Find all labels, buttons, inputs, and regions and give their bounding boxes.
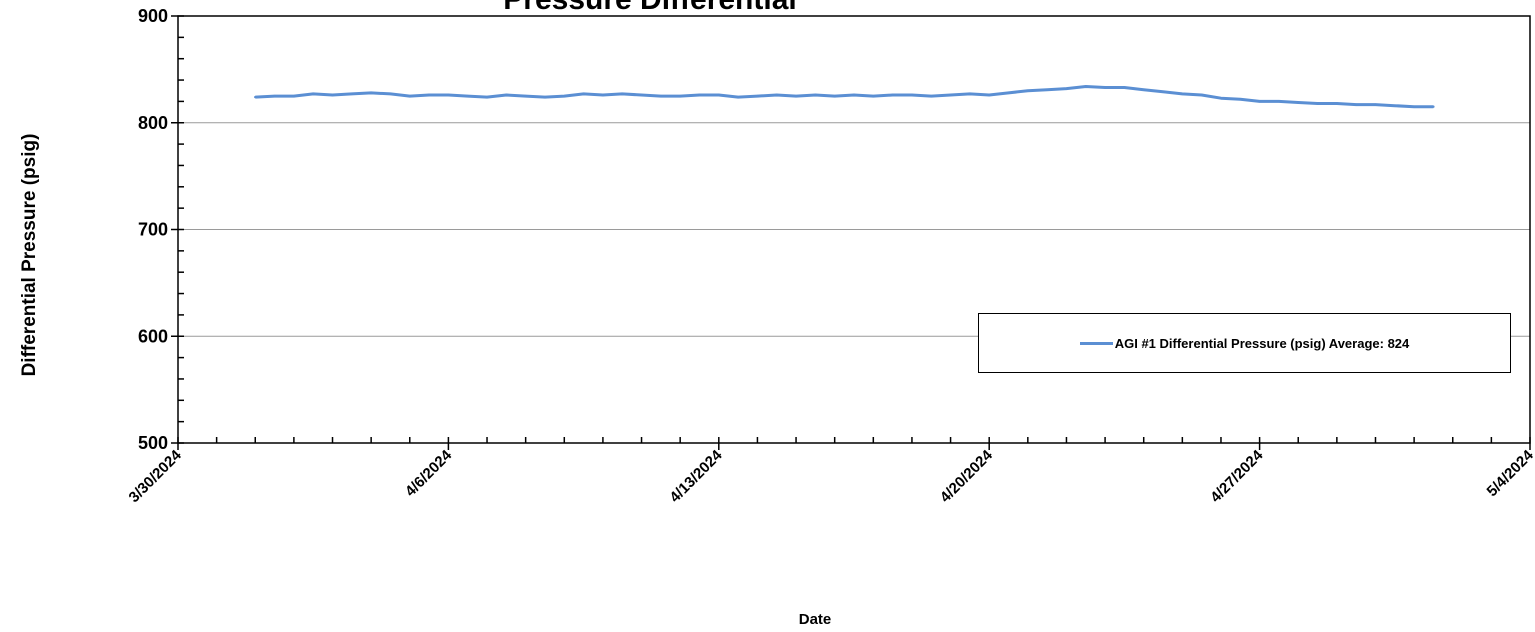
y-tick-label: 800 bbox=[138, 113, 168, 133]
data-point bbox=[254, 95, 257, 99]
data-point bbox=[427, 93, 431, 97]
chart-title: Pressure Differential bbox=[330, 0, 970, 17]
x-axis-label: Date bbox=[798, 611, 832, 628]
series-layer bbox=[254, 85, 1435, 109]
y-tick-label: 700 bbox=[138, 220, 168, 240]
data-point bbox=[505, 93, 508, 97]
data-point bbox=[872, 94, 875, 98]
data-point bbox=[273, 94, 276, 98]
data-point bbox=[1161, 90, 1165, 94]
data-point bbox=[1335, 102, 1339, 105]
legend-swatch bbox=[1079, 341, 1113, 345]
legend-label: AGI #1 Differential Pressure (psig) Aver… bbox=[1114, 335, 1410, 351]
data-point bbox=[408, 94, 411, 98]
data-point bbox=[292, 94, 296, 98]
data-point bbox=[949, 93, 952, 97]
data-point bbox=[331, 93, 334, 97]
data-point bbox=[1219, 97, 1223, 100]
x-tick-label: 4/6/2024 bbox=[402, 446, 456, 500]
y-tick-label: 500 bbox=[138, 433, 168, 453]
data-point bbox=[485, 95, 489, 99]
data-point bbox=[775, 93, 778, 97]
x-tick-label: 4/13/2024 bbox=[666, 446, 726, 506]
data-point bbox=[1181, 92, 1184, 96]
series-line bbox=[255, 85, 1434, 109]
y-axis-label: Differential Pressure (psig) bbox=[19, 133, 40, 377]
data-point bbox=[1297, 101, 1300, 104]
data-point bbox=[736, 95, 740, 99]
data-point bbox=[1142, 88, 1145, 91]
data-point bbox=[833, 94, 836, 98]
data-point bbox=[640, 93, 643, 97]
data-point bbox=[1084, 85, 1088, 88]
x-tick-label: 3/30/2024 bbox=[126, 446, 186, 506]
data-point bbox=[621, 92, 624, 96]
data-point bbox=[659, 94, 663, 98]
data-point bbox=[1065, 87, 1068, 90]
data-point bbox=[1374, 103, 1377, 106]
data-point bbox=[717, 93, 720, 97]
data-point bbox=[582, 92, 585, 96]
data-point bbox=[910, 93, 914, 97]
data-point bbox=[369, 91, 373, 95]
legend: AGI #1 Differential Pressure (psig) Aver… bbox=[978, 313, 1511, 373]
y-tick-label: 900 bbox=[138, 6, 168, 26]
data-point bbox=[794, 94, 798, 98]
x-tick-label: 4/20/2024 bbox=[937, 446, 997, 506]
x-tick-label: 4/27/2024 bbox=[1207, 446, 1267, 506]
data-point bbox=[988, 93, 991, 97]
data-point bbox=[543, 95, 547, 99]
x-tick-labels: 3/30/2024 4/6/2024 4/13/2024 4/20/2024 4/27/… bbox=[126, 446, 1535, 506]
data-point bbox=[698, 93, 701, 97]
data-point bbox=[601, 93, 605, 97]
data-point bbox=[1258, 100, 1261, 103]
data-point bbox=[389, 92, 392, 96]
data-point bbox=[1239, 98, 1242, 101]
data-point bbox=[1432, 105, 1435, 108]
data-point bbox=[1045, 88, 1049, 91]
data-point bbox=[1316, 102, 1319, 105]
data-point bbox=[1200, 93, 1203, 97]
y-tick-labels: 500 600 700 800 900 bbox=[138, 6, 168, 453]
data-point bbox=[563, 94, 566, 98]
data-point bbox=[312, 92, 315, 96]
data-point bbox=[968, 92, 972, 96]
data-point bbox=[1103, 86, 1107, 89]
data-point bbox=[1123, 86, 1126, 89]
data-point bbox=[852, 93, 856, 97]
data-point bbox=[814, 93, 817, 97]
data-point bbox=[1412, 105, 1416, 108]
x-tick-label: 5/4/2024 bbox=[1484, 446, 1535, 500]
data-point bbox=[679, 94, 682, 98]
data-point bbox=[466, 94, 469, 98]
data-point bbox=[1026, 89, 1030, 92]
gridlines bbox=[178, 122, 1530, 337]
tick-marks bbox=[171, 15, 1531, 450]
data-point bbox=[524, 94, 527, 98]
data-point bbox=[756, 94, 759, 98]
data-point bbox=[1007, 91, 1010, 95]
data-point bbox=[1355, 103, 1358, 106]
data-point bbox=[891, 93, 894, 97]
y-tick-label: 600 bbox=[138, 326, 168, 346]
data-point bbox=[1393, 104, 1397, 107]
data-point bbox=[930, 94, 933, 98]
data-point bbox=[1277, 100, 1281, 103]
data-point bbox=[447, 93, 450, 97]
data-point bbox=[350, 92, 353, 96]
